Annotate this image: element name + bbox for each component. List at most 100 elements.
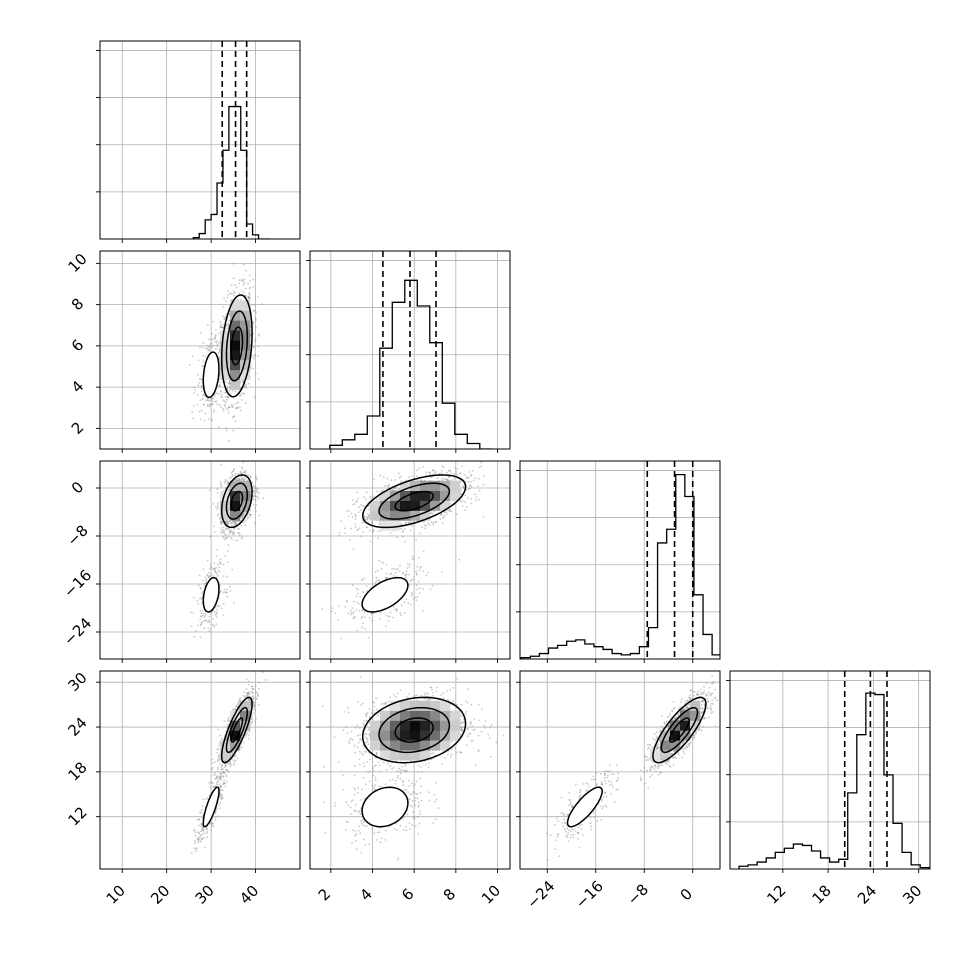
scatter-point (438, 472, 441, 475)
scatter-point (378, 559, 380, 562)
scatter-point (470, 474, 473, 477)
scatter-point (227, 385, 229, 388)
scatter-point (238, 533, 241, 536)
scatter-point (446, 478, 449, 481)
scatter-point (475, 499, 477, 502)
scatter-point (455, 472, 458, 475)
scatter-point (423, 520, 425, 523)
scatter-point (385, 572, 388, 575)
scatter-point (201, 354, 204, 357)
scatter-point (196, 394, 199, 396)
scatter-point (217, 605, 220, 607)
scatter-point (331, 607, 334, 609)
scatter-point (208, 349, 211, 352)
scatter-point (209, 343, 212, 345)
scatter-point (217, 502, 219, 505)
scatter-point (220, 396, 223, 399)
scatter-point (362, 504, 364, 507)
scatter-point (241, 466, 243, 469)
scatter-point (448, 476, 450, 479)
scatter-point (396, 610, 398, 613)
scatter-point (227, 481, 230, 484)
scatter-point (398, 570, 401, 573)
scatter-point (474, 477, 477, 479)
scatter-point (352, 503, 354, 506)
scatter-point (215, 566, 218, 569)
scatter-point (216, 403, 219, 406)
scatter-point (408, 565, 411, 568)
density-cell (220, 359, 231, 371)
scatter-point (219, 527, 222, 529)
scatter-point (237, 298, 240, 301)
scatter-point (449, 470, 452, 472)
scatter-point (373, 478, 375, 481)
scatter-point (405, 570, 408, 573)
scatter-point (208, 489, 211, 492)
scatter-point (470, 502, 473, 505)
scatter-point (416, 588, 418, 591)
density-cell (220, 490, 231, 501)
scatter-point (254, 338, 257, 340)
scatter-point (422, 466, 424, 469)
scatter-point (253, 357, 255, 360)
density-cell (430, 480, 441, 491)
scatter-point (252, 498, 255, 501)
scatter-point (385, 563, 388, 566)
scatter-point (253, 345, 255, 348)
scatter-point (240, 475, 243, 478)
scatter-point (198, 410, 201, 413)
scatter-point (224, 520, 227, 523)
scatter-point (366, 491, 368, 494)
scatter-point (354, 615, 357, 618)
density-cell (230, 490, 241, 501)
scatter-point (202, 590, 205, 592)
scatter-point (200, 623, 202, 626)
scatter-point (220, 484, 223, 486)
scatter-point (227, 406, 230, 409)
scatter-point (233, 522, 236, 525)
scatter-point (253, 492, 255, 495)
scatter-point (213, 337, 216, 340)
contour-line (202, 351, 220, 399)
scatter-point (248, 292, 251, 295)
scatter-point (420, 565, 423, 568)
scatter-point (407, 521, 410, 524)
scatter-point (243, 392, 246, 395)
scatter-point (253, 490, 255, 493)
scatter-point (465, 488, 468, 491)
scatter-point (422, 570, 425, 573)
scatter-point (385, 625, 387, 628)
scatter-point (223, 297, 226, 300)
scatter-point (404, 574, 407, 577)
scatter-point (214, 337, 217, 340)
scatter-point (361, 609, 364, 611)
scatter-point (240, 279, 243, 281)
panel-2-1 (306, 460, 511, 663)
scatter-point (432, 469, 434, 472)
scatter-point (415, 573, 418, 576)
scatter-point (253, 304, 256, 306)
scatter-point (338, 534, 341, 537)
scatter-point (227, 533, 230, 535)
scatter-point (247, 283, 250, 285)
scatter-point (253, 355, 256, 357)
scatter-point (217, 426, 220, 428)
scatter-point (434, 521, 437, 524)
scatter-point (235, 523, 238, 525)
scatter-point (407, 602, 410, 605)
scatter-point (470, 485, 473, 488)
scatter-point (227, 382, 230, 384)
density-cell (370, 510, 381, 521)
scatter-point (234, 403, 236, 406)
scatter-point (210, 403, 213, 406)
scatter-point (223, 317, 226, 320)
scatter-point (215, 571, 218, 574)
scatter-point (206, 559, 209, 562)
scatter-point (430, 521, 433, 524)
scatter-point (404, 574, 407, 576)
scatter-point (213, 409, 216, 412)
scatter-point (206, 397, 209, 400)
scatter-point (379, 618, 381, 621)
scatter-point (197, 359, 200, 362)
